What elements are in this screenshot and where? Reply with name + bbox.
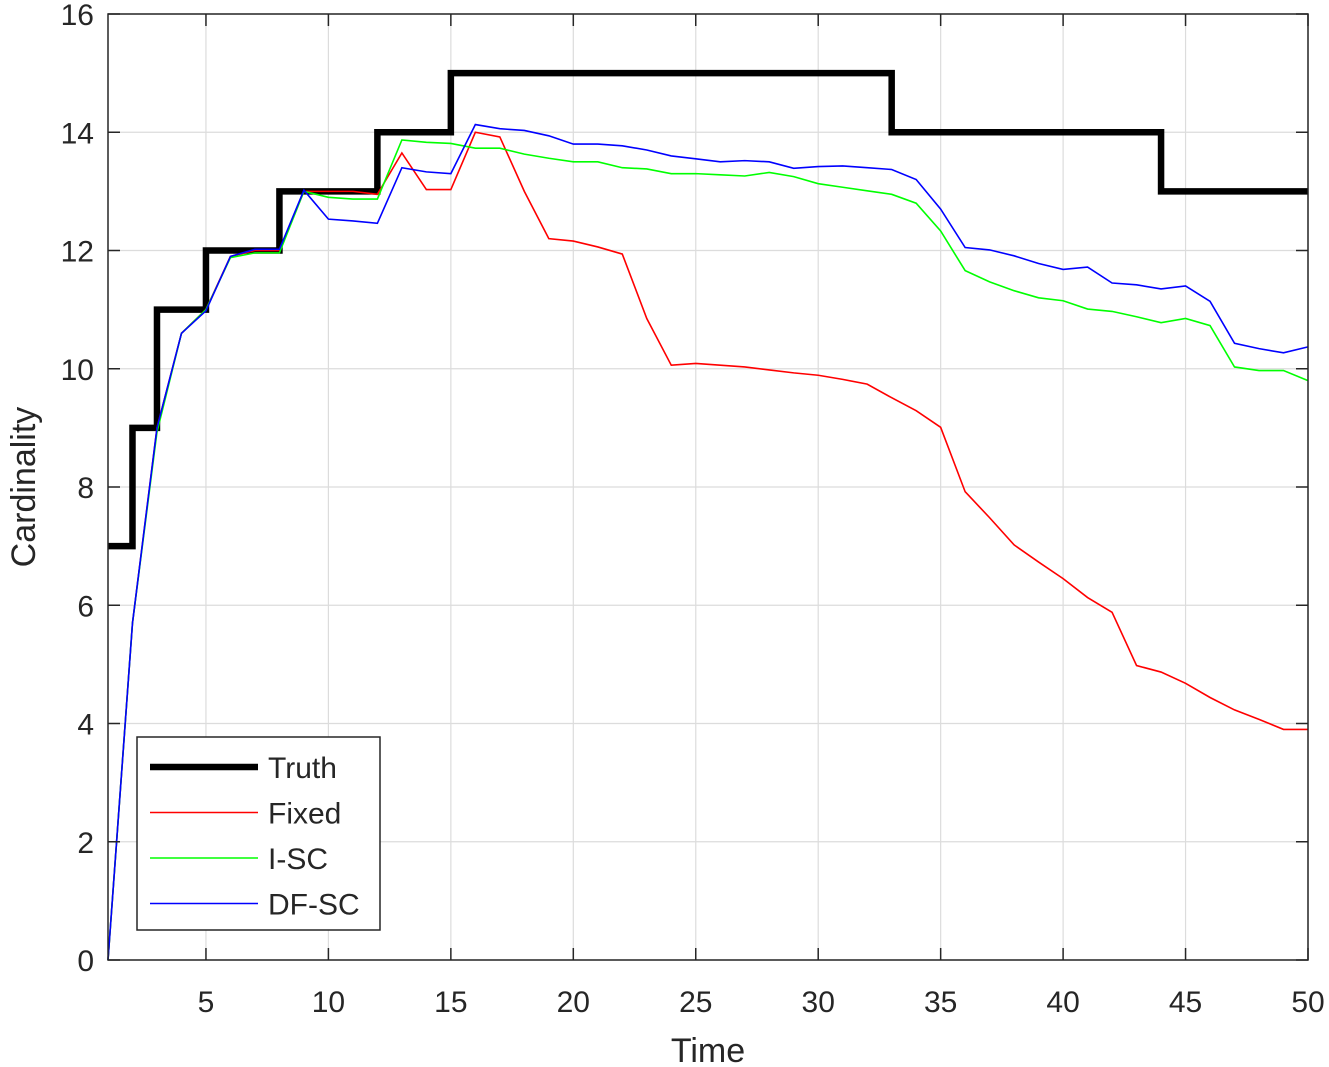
series-layer (107, 69, 1309, 961)
y-tick-label: 4 (77, 709, 94, 742)
x-tick-label: 20 (557, 986, 590, 1019)
x-tick-label: 45 (1169, 986, 1202, 1019)
x-tick-label: 10 (312, 986, 345, 1019)
x-tick-label: 25 (679, 986, 712, 1019)
x-tick-label: 30 (802, 986, 835, 1019)
y-tick-label: 10 (61, 354, 94, 387)
x-tick-labels: 5 10 15 20 25 30 35 40 45 50 (198, 986, 1325, 1019)
series-line-df-sc (107, 123, 1309, 961)
y-tick-label: 8 (77, 472, 94, 505)
series-line-fixed (107, 131, 1308, 961)
legend-label: Fixed (268, 798, 341, 831)
x-tick-label: 50 (1291, 986, 1324, 1019)
series-line-i-sc (107, 139, 1309, 961)
x-axis-title: Time (671, 1032, 745, 1067)
y-tick-label: 14 (61, 117, 94, 150)
x-tick-label: 40 (1046, 986, 1079, 1019)
y-tick-labels: 0 2 4 6 8 10 12 14 16 (61, 0, 94, 978)
legend: Truth Fixed I-SC DF-SC (136, 736, 381, 931)
y-tick-label: 2 (77, 827, 94, 860)
tick-marks (108, 13, 1309, 961)
x-tick-label: 35 (924, 986, 957, 1019)
y-axis-title: Cardinality (5, 407, 43, 568)
legend-label: I-SC (268, 843, 328, 876)
x-tick-label: 5 (198, 986, 215, 1019)
legend-label: Truth (268, 752, 337, 785)
y-tick-label: 0 (77, 945, 94, 978)
y-tick-label: 6 (77, 590, 94, 623)
y-tick-label: 16 (61, 0, 94, 32)
x-tick-label: 15 (434, 986, 467, 1019)
y-tick-label: 12 (61, 236, 94, 269)
legend-label: DF-SC (268, 889, 360, 922)
